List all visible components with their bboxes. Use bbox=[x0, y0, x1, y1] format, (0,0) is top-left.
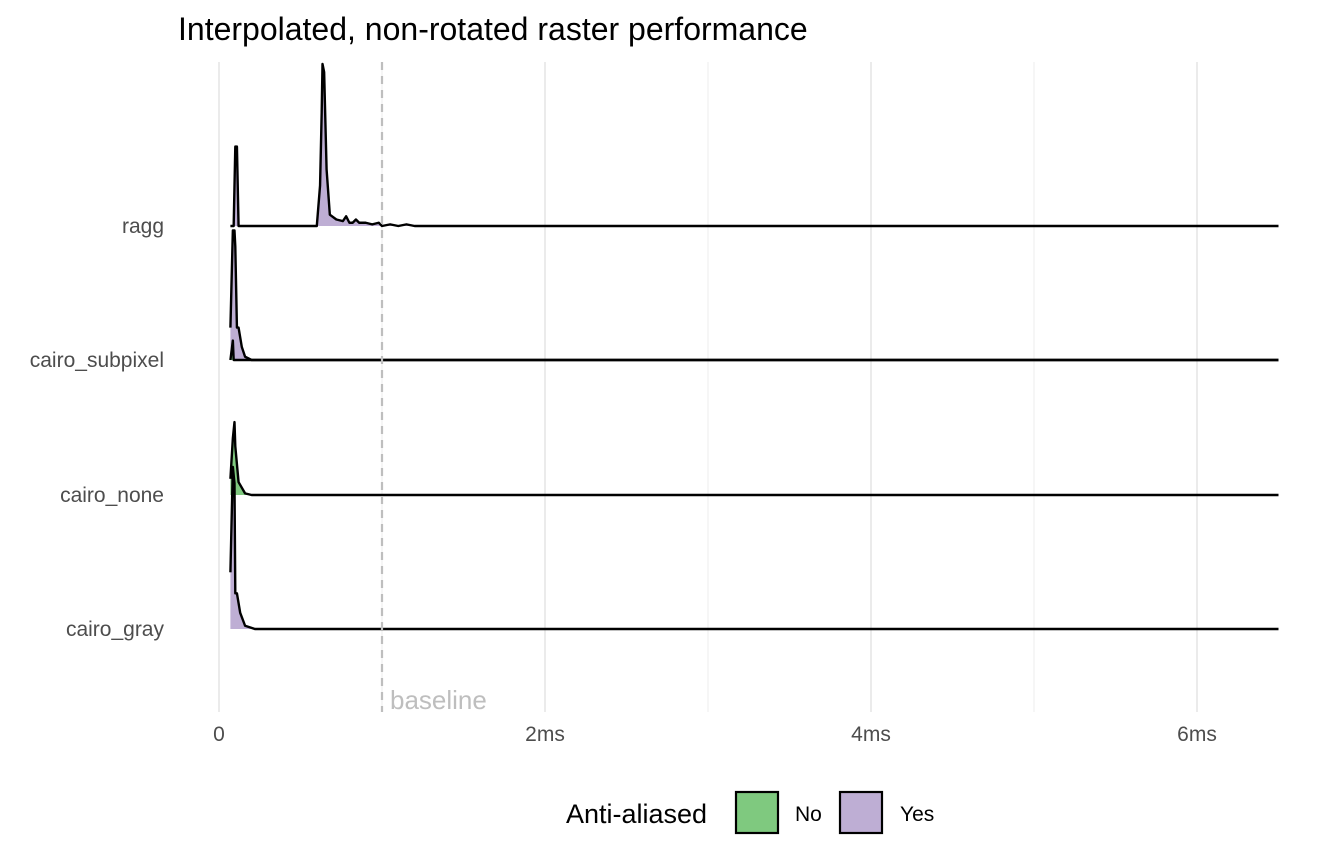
legend: Anti-aliased No Yes bbox=[566, 790, 934, 835]
chart-title: Interpolated, non-rotated raster perform… bbox=[178, 11, 808, 47]
y-tick-label-cairo_none: cairo_none bbox=[60, 484, 164, 507]
x-tick-label: 4ms bbox=[851, 723, 891, 746]
ridge-line-ragg-yes bbox=[230, 62, 1279, 228]
legend-label-yes: Yes bbox=[900, 803, 934, 826]
y-tick-label-cairo_gray: cairo_gray bbox=[66, 618, 165, 641]
x-axis: 0 2ms 4ms 6ms bbox=[213, 723, 1217, 746]
ridge-fill-cairo_subpixel-no bbox=[230, 340, 1279, 360]
ridge-line-cairo_subpixel-no bbox=[229, 339, 1279, 362]
legend-key-yes bbox=[838, 790, 884, 835]
x-tick-label: 2ms bbox=[525, 723, 565, 746]
reference-line: baseline bbox=[380, 62, 487, 715]
ridge-line-cairo_none-no bbox=[229, 420, 1279, 497]
ridge-fill-ragg-yes bbox=[230, 64, 1279, 226]
ridge-fill-cairo_subpixel-yes bbox=[230, 230, 1279, 360]
grid bbox=[218, 62, 1198, 712]
y-tick-label-cairo_subpixel: cairo_subpixel bbox=[30, 349, 164, 372]
legend-label-no: No bbox=[795, 803, 822, 826]
ridges bbox=[229, 62, 1279, 631]
baseline-label: baseline bbox=[390, 685, 487, 715]
ridge-fill-cairo_none-no bbox=[230, 422, 1279, 495]
x-tick-label: 0 bbox=[213, 723, 225, 746]
legend-key-no bbox=[734, 790, 780, 835]
legend-title: Anti-aliased bbox=[566, 799, 707, 829]
ridge-line-cairo_subpixel-yes bbox=[229, 229, 1279, 362]
y-axis: cairo_gray cairo_none cairo_subpixel ragg bbox=[30, 215, 165, 641]
y-tick-label-ragg: ragg bbox=[122, 215, 164, 238]
ridge-line-cairo_gray-yes bbox=[229, 465, 1279, 631]
x-tick-label: 6ms bbox=[1177, 723, 1217, 746]
ridge-fill-cairo_gray-yes bbox=[230, 467, 1279, 629]
